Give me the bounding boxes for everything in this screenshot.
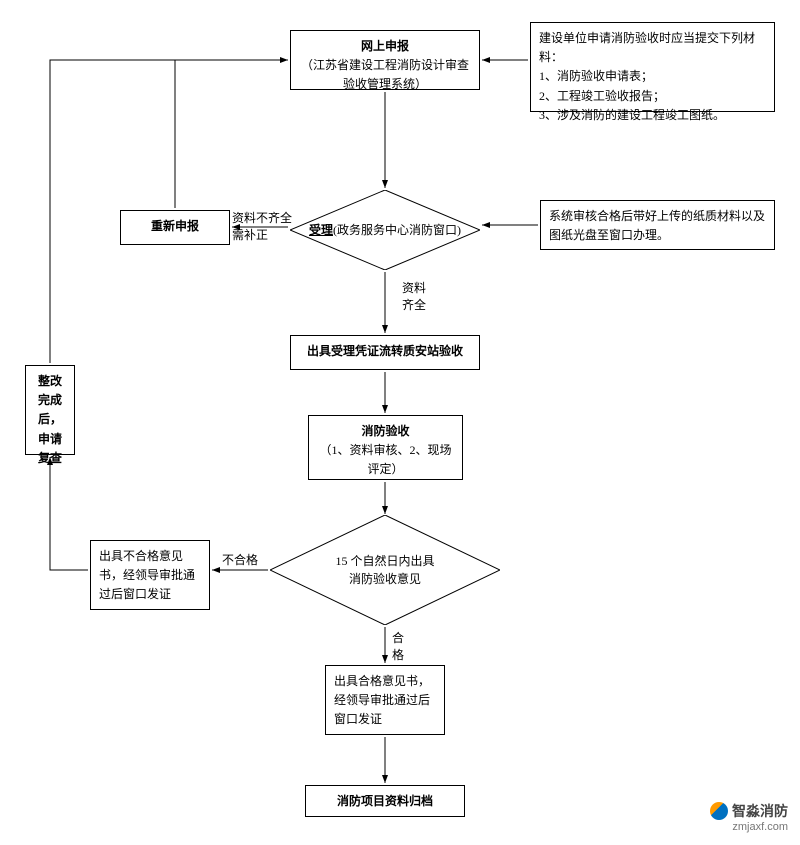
node-subtitle: （江苏省建设工程消防设计审查验收管理系统） — [299, 56, 471, 94]
edge-label-incomplete: 资料不齐全 需补正 — [232, 210, 292, 244]
info-line: 出具不合格意见书，经领导审批通过后窗口发证 — [99, 547, 201, 605]
info-line: 2、工程竣工验收报告； — [539, 87, 766, 106]
node-system-note: 系统审核合格后带好上传的纸质材料以及图纸光盘至窗口办理。 — [540, 200, 775, 250]
info-line: 出具合格意见书，经领导审批通过后窗口发证 — [334, 672, 436, 730]
node-title: 消防验收 — [317, 422, 454, 441]
node-materials-info: 建设单位申请消防验收时应当提交下列材料： 1、消防验收申请表； 2、工程竣工验收… — [530, 22, 775, 112]
info-line: 整改完成后，申请复查 — [34, 372, 66, 468]
diamond-line1: 15 个自然日内出具 — [335, 552, 434, 570]
node-archive: 消防项目资料归档 — [305, 785, 465, 817]
node-review-loop: 整改完成后，申请复查 — [25, 365, 75, 455]
diamond-sub: (政务服务中心消防窗口) — [333, 223, 461, 237]
node-title: 出具受理凭证流转质安站验收 — [299, 342, 471, 361]
node-decision-diamond: 15 个自然日内出具 消防验收意见 — [270, 515, 500, 625]
node-reapply: 重新申报 — [120, 210, 230, 245]
node-accept-diamond: 受理(政务服务中心消防窗口) — [290, 190, 480, 270]
logo-icon — [710, 802, 728, 820]
node-title: 消防项目资料归档 — [314, 792, 456, 811]
info-line: 3、涉及消防的建设工程竣工图纸。 — [539, 106, 766, 125]
edge-label-fail: 不合格 — [222, 552, 258, 569]
watermark-title: 智淼消防 — [732, 803, 788, 819]
info-line: 1、消防验收申请表； — [539, 67, 766, 86]
diamond-line2: 消防验收意见 — [349, 570, 421, 588]
info-line: 建设单位申请消防验收时应当提交下列材料： — [539, 29, 766, 67]
watermark: 智淼消防 zmjaxf.com — [710, 801, 788, 833]
node-subtitle: （1、资料审核、2、现场评定） — [317, 441, 454, 479]
edge-label-complete: 资料 齐全 — [402, 280, 426, 314]
node-pass-doc: 出具合格意见书，经领导审批通过后窗口发证 — [325, 665, 445, 735]
node-title: 网上申报 — [299, 37, 471, 56]
info-line: 系统审核合格后带好上传的纸质材料以及图纸光盘至窗口办理。 — [549, 207, 766, 245]
diamond-title: 受理 — [309, 223, 333, 237]
node-fail-doc: 出具不合格意见书，经领导审批通过后窗口发证 — [90, 540, 210, 610]
watermark-url: zmjaxf.com — [710, 821, 788, 833]
node-online-apply: 网上申报 （江苏省建设工程消防设计审查验收管理系统） — [290, 30, 480, 90]
node-inspection: 消防验收 （1、资料审核、2、现场评定） — [308, 415, 463, 480]
edge-label-pass: 合 格 — [392, 630, 404, 664]
node-receipt: 出具受理凭证流转质安站验收 — [290, 335, 480, 370]
node-title: 重新申报 — [129, 217, 221, 236]
